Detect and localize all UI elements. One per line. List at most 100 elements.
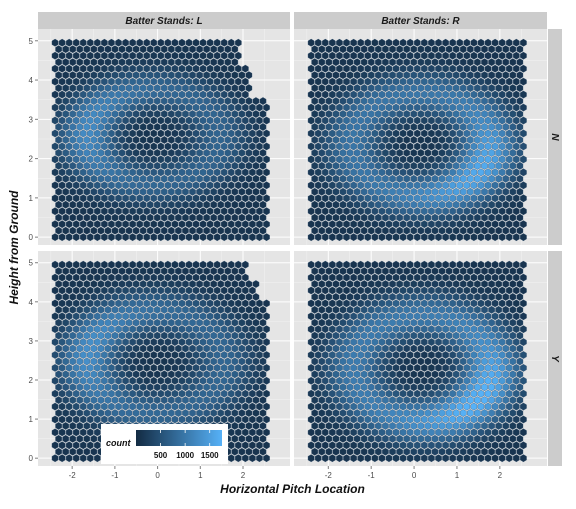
hex-cell [350,233,357,242]
hex-cell [153,305,161,314]
hex-cell [371,90,379,99]
hex-cell [97,187,105,196]
hex-cell [467,370,474,379]
hex-cell [375,344,382,353]
hex-cell [171,364,179,372]
hex-cell [307,64,315,73]
hex-cell [332,71,340,80]
hex-cell [516,280,524,288]
hex-cell [139,331,147,340]
hex-cell [217,357,224,366]
hex-cell [168,161,175,170]
hex-cell [161,200,168,209]
facet-strip-column [38,12,290,29]
hex-cell [136,351,143,359]
hex-cell [339,331,347,340]
hex-cell [513,116,520,125]
hex-cell [129,260,136,269]
hex-cell [350,428,357,437]
hex-cell [353,396,361,405]
hex-cell [513,38,520,47]
hex-cell [350,181,357,190]
hex-cell [378,286,386,295]
hex-cell [245,161,253,170]
hex-cell [329,441,336,450]
hex-cell [421,415,428,424]
hex-cell [242,207,249,216]
hex-cell [111,409,119,417]
hex-cell [83,447,91,456]
hex-cell [459,45,467,54]
hex-cell [513,415,520,424]
hex-cell [83,280,91,288]
hex-cell [51,90,59,99]
hex-cell [382,396,389,405]
hex-cell [87,64,94,73]
hex-cell [217,226,224,235]
hex-cell [231,331,239,340]
hex-cell [256,441,263,450]
hex-cell [136,129,143,138]
hex-cell [467,293,474,301]
hex-cell [424,370,432,379]
hex-cell [122,364,129,372]
hex-cell [249,220,256,229]
hex-cell [484,338,492,346]
hex-cell [491,351,499,359]
hex-cell [399,129,407,138]
hex-cell [410,344,418,353]
hex-cell [385,415,393,424]
hex-cell [329,168,336,177]
hex-cell [353,370,361,379]
hex-cell [164,207,172,216]
hex-cell [224,200,232,209]
hex-cell [213,64,221,73]
hex-cell [403,213,410,222]
hex-cell [417,331,425,340]
hex-cell [385,286,393,295]
hex-cell [502,318,510,327]
hex-cell [125,370,133,379]
hex-cell [481,136,488,144]
hex-cell [452,161,460,170]
hex-cell [357,364,364,372]
hex-cell [97,174,105,183]
hex-cell [171,168,179,177]
hex-cell [332,226,340,235]
hex-cell [339,110,347,118]
hex-cell [396,305,403,314]
hex-cell [505,389,513,398]
hex-cell [481,409,488,417]
hex-cell [339,187,347,196]
hex-cell [399,402,407,411]
hex-cell [516,370,524,379]
hex-cell [235,64,242,73]
hex-cell [157,90,165,99]
hex-cell [224,213,232,222]
hex-cell [76,305,84,314]
hex-cell [178,233,186,242]
hex-cell [83,357,91,366]
hex-cell [97,97,105,105]
hex-cell [122,402,129,411]
hex-cell [491,103,499,112]
hex-cell [491,155,499,164]
hex-cell [146,383,154,392]
hex-cell [146,305,154,314]
hex-cell [332,200,340,209]
hex-cell [196,318,203,327]
hex-cell [178,273,186,282]
hex-cell [227,299,235,308]
hex-cell [467,396,474,405]
hex-cell [396,110,403,118]
hex-cell [421,142,428,151]
hex-cell [235,129,242,138]
hex-cell [224,161,232,170]
hex-cell [474,187,481,196]
hex-cell [502,45,510,54]
hex-cell [431,174,439,183]
hex-cell [509,213,517,222]
hex-cell [399,260,407,269]
hex-cell [403,305,410,314]
hex-cell [346,370,354,379]
